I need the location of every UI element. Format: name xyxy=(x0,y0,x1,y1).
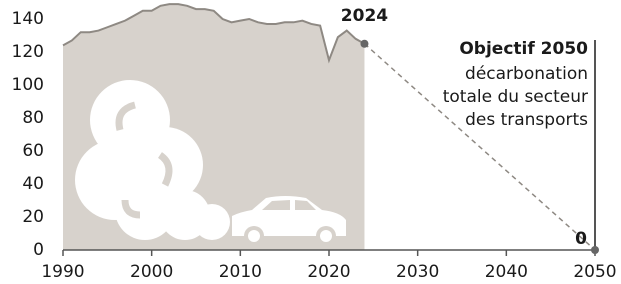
x-tick-label: 2000 xyxy=(130,262,173,282)
y-tick-label: 100 xyxy=(12,75,44,95)
y-tick-label: 120 xyxy=(12,42,44,62)
chart: 0204060801001201401990200020102020203020… xyxy=(0,0,621,284)
point xyxy=(591,246,599,254)
x-tick-label: 2050 xyxy=(573,262,616,282)
point xyxy=(360,40,368,48)
value-label: 0 xyxy=(575,229,587,249)
y-tick-label: 20 xyxy=(22,207,44,227)
y-tick-label: 0 xyxy=(33,240,44,260)
y-tick-label: 80 xyxy=(22,108,44,128)
annotation-title: Objectif 2050 xyxy=(459,39,588,59)
y-tick-label: 140 xyxy=(12,9,44,29)
y-tick-label: 40 xyxy=(22,174,44,194)
annotation-line: décarbonation xyxy=(465,64,588,84)
annotation-line: totale du secteur xyxy=(443,87,588,107)
year-label: 2024 xyxy=(341,6,388,26)
y-tick-label: 60 xyxy=(22,141,44,161)
x-tick-label: 1990 xyxy=(41,262,84,282)
x-tick-label: 2030 xyxy=(396,262,439,282)
x-tick-label: 2040 xyxy=(485,262,528,282)
x-tick-label: 2020 xyxy=(307,262,350,282)
annotation-line: des transports xyxy=(465,110,588,130)
x-tick-label: 2010 xyxy=(219,262,262,282)
